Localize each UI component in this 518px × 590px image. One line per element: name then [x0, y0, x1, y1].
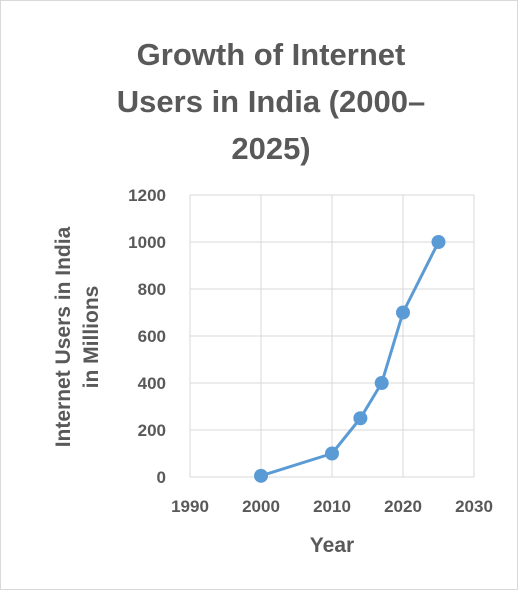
- x-tick-label-2020: 2020: [384, 497, 422, 516]
- y-axis-title-line-2: in Millions: [80, 286, 103, 389]
- data-point-2020: [396, 305, 410, 320]
- chart-title: Growth of Internet Users in India (2000–…: [61, 31, 481, 172]
- x-tick-label-2010: 2010: [313, 497, 351, 516]
- y-tick-label-1200: 1200: [128, 186, 166, 205]
- chart-title-line-3: 2025): [231, 131, 311, 166]
- y-tick-label-800: 800: [138, 280, 166, 299]
- gridlines: [189, 194, 475, 478]
- chart-title-line-1: Growth of Internet: [136, 37, 406, 72]
- data-point-2025: [431, 235, 446, 249]
- chart-title-line-2: Users in India (2000–: [116, 84, 426, 119]
- data-point-2010: [325, 446, 339, 461]
- x-tick-label-1990: 1990: [171, 497, 209, 516]
- y-tick-label-400: 400: [138, 374, 166, 393]
- tick-labels: 0 200 400 600 800 1000 1200 1990 2000 2010 2020 203…: [128, 186, 493, 516]
- x-tick-label-2030: 2030: [455, 497, 493, 516]
- y-tick-label-1000: 1000: [128, 233, 166, 252]
- series-line: [254, 235, 446, 483]
- y-tick-label-600: 600: [138, 327, 166, 346]
- x-axis-title: Year: [310, 534, 354, 557]
- data-point-2017: [374, 376, 389, 390]
- x-tick-label-2000: 2000: [242, 497, 280, 516]
- series-0-line: [260, 241, 440, 478]
- y-axis-title: Internet Users in India in Millions: [52, 226, 103, 447]
- y-axis-title-line-1: Internet Users in India: [52, 226, 75, 447]
- data-point-2014: [353, 411, 368, 426]
- data-point-2000: [254, 468, 268, 483]
- y-tick-label-0: 0: [157, 468, 166, 487]
- y-tick-label-200: 200: [138, 421, 166, 440]
